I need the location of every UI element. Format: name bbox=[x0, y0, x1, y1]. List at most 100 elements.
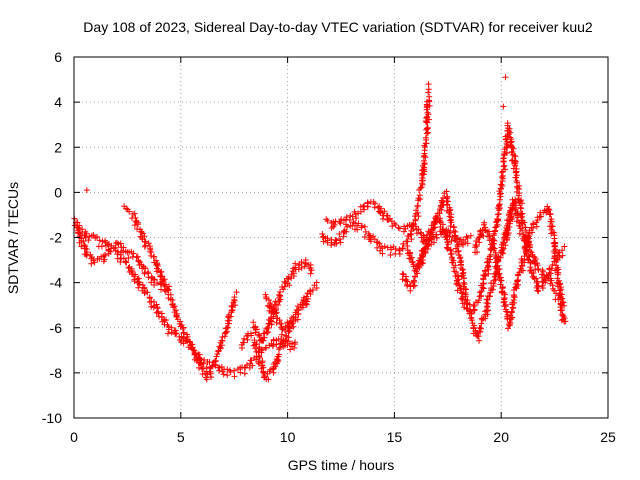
y-tick-label: 2 bbox=[54, 139, 62, 155]
data-point bbox=[425, 89, 432, 96]
data-point bbox=[164, 285, 171, 292]
data-point bbox=[559, 247, 566, 254]
data-point bbox=[499, 177, 506, 184]
data-point bbox=[458, 240, 465, 247]
y-tick-label: 4 bbox=[54, 94, 62, 110]
data-point bbox=[328, 242, 335, 249]
data-point bbox=[416, 264, 423, 271]
data-point bbox=[252, 329, 259, 336]
data-point bbox=[432, 218, 439, 225]
data-point bbox=[425, 81, 432, 88]
data-point bbox=[487, 289, 494, 296]
data-point bbox=[131, 222, 138, 229]
data-point bbox=[422, 134, 429, 141]
data-point bbox=[500, 245, 507, 252]
data-point bbox=[409, 222, 416, 229]
data-point bbox=[486, 233, 493, 240]
y-tick-label: -4 bbox=[50, 275, 63, 291]
data-point bbox=[478, 292, 485, 299]
data-point bbox=[239, 345, 245, 352]
data-point bbox=[102, 252, 109, 259]
data-point bbox=[450, 264, 457, 271]
data-point bbox=[413, 230, 420, 237]
data-point bbox=[551, 243, 558, 250]
data-point bbox=[197, 361, 204, 368]
data-point bbox=[513, 172, 520, 179]
data-point bbox=[154, 263, 161, 270]
data-point bbox=[248, 357, 255, 364]
data-point bbox=[415, 226, 422, 233]
data-point bbox=[399, 245, 406, 252]
data-point bbox=[463, 305, 470, 312]
data-point bbox=[420, 250, 427, 257]
data-point bbox=[151, 281, 158, 288]
data-point bbox=[375, 204, 382, 211]
data-point bbox=[125, 264, 132, 271]
data-point bbox=[164, 330, 171, 337]
data-point bbox=[510, 297, 517, 304]
data-point bbox=[354, 226, 361, 233]
data-point bbox=[418, 252, 425, 259]
data-point bbox=[492, 276, 499, 283]
data-point bbox=[101, 256, 108, 263]
data-point bbox=[515, 276, 522, 283]
data-point bbox=[546, 211, 553, 218]
data-point bbox=[458, 295, 465, 302]
data-point bbox=[145, 240, 152, 247]
data-point bbox=[478, 325, 485, 332]
data-point bbox=[150, 276, 157, 283]
data-point bbox=[224, 324, 231, 331]
data-point bbox=[511, 291, 518, 298]
x-tick-label: 5 bbox=[177, 429, 185, 445]
data-point bbox=[123, 259, 130, 266]
data-point bbox=[138, 229, 145, 236]
data-point bbox=[307, 265, 314, 272]
data-point bbox=[218, 337, 225, 344]
data-point bbox=[276, 344, 283, 351]
data-point bbox=[384, 212, 391, 219]
data-point bbox=[497, 191, 504, 198]
data-point bbox=[133, 254, 140, 261]
data-point bbox=[309, 286, 316, 293]
data-point bbox=[148, 252, 155, 259]
data-point bbox=[272, 310, 279, 317]
data-point bbox=[378, 205, 385, 212]
data-point bbox=[423, 243, 430, 250]
data-point bbox=[500, 103, 507, 110]
data-point bbox=[130, 250, 137, 257]
data-point bbox=[518, 205, 525, 212]
data-point bbox=[160, 277, 167, 284]
data-point bbox=[425, 86, 432, 93]
data-point bbox=[519, 210, 526, 217]
data-point bbox=[313, 279, 320, 286]
data-point bbox=[519, 227, 526, 234]
data-point bbox=[285, 334, 292, 341]
data-point bbox=[475, 297, 482, 304]
data-point bbox=[459, 290, 466, 297]
data-point bbox=[268, 318, 275, 325]
data-point bbox=[212, 357, 219, 364]
data-point bbox=[276, 351, 283, 358]
data-point bbox=[505, 131, 512, 138]
data-point bbox=[436, 210, 443, 217]
data-point bbox=[447, 206, 454, 213]
data-point bbox=[320, 238, 327, 245]
data-point bbox=[510, 145, 517, 152]
data-point bbox=[294, 316, 301, 323]
data-point bbox=[473, 243, 480, 250]
data-point bbox=[557, 284, 564, 291]
data-point bbox=[461, 281, 468, 288]
axis-ticks bbox=[73, 56, 609, 419]
data-point bbox=[404, 243, 411, 250]
data-point bbox=[286, 282, 293, 289]
data-point bbox=[151, 276, 158, 283]
data-point bbox=[522, 243, 529, 250]
data-point bbox=[469, 317, 476, 324]
data-point bbox=[227, 368, 234, 375]
data-point bbox=[529, 229, 536, 236]
data-point bbox=[471, 322, 478, 329]
x-axis-label: GPS time / hours bbox=[288, 457, 395, 473]
data-point bbox=[172, 330, 179, 337]
data-point bbox=[443, 244, 450, 251]
data-point bbox=[448, 237, 455, 244]
